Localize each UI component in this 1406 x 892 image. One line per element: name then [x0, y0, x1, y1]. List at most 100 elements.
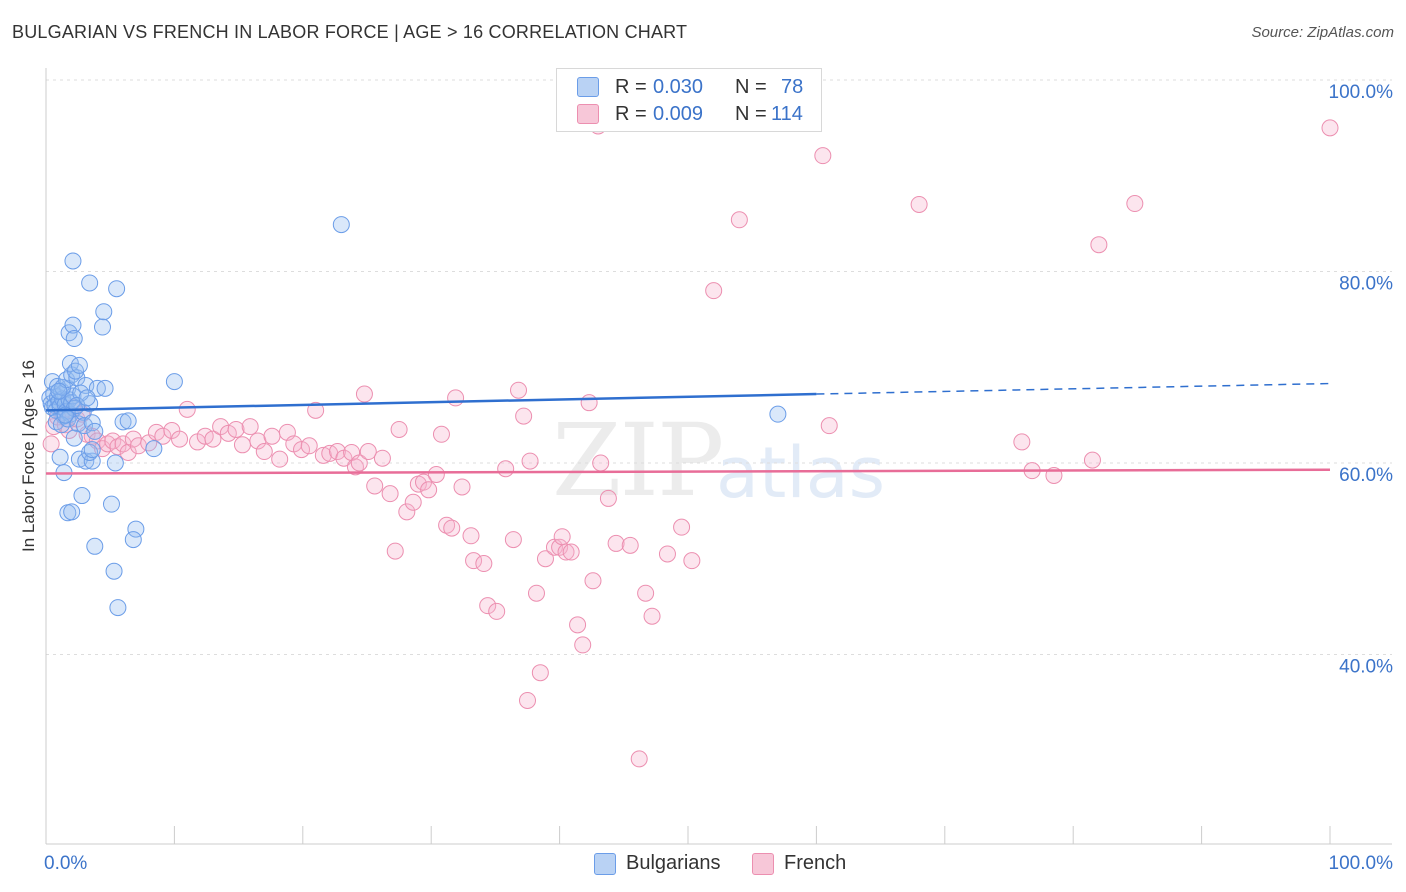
source-label: Source: ZipAtlas.com: [1251, 24, 1394, 41]
bulgarian-point: [81, 274, 99, 292]
chart-title: BULGARIAN VS FRENCH IN LABOR FORCE | AGE…: [12, 22, 688, 42]
french-point: [447, 389, 465, 407]
legend-bulgarians[interactable]: Bulgarians: [594, 852, 721, 875]
french-point: [519, 691, 536, 709]
french-point: [390, 420, 408, 438]
bulgarian-point: [73, 487, 91, 505]
french-swatch: [577, 104, 599, 124]
french-point: [658, 545, 676, 563]
french-point: [293, 441, 311, 459]
french-point: [479, 597, 497, 615]
french-point: [643, 607, 661, 625]
french-point: [359, 443, 377, 461]
french-point: [119, 443, 137, 461]
french-point: [553, 528, 571, 546]
watermark-zip: ZIP: [552, 402, 724, 519]
x-tick-label: 0.0%: [44, 853, 87, 874]
french-point: [574, 636, 592, 654]
french-point: [510, 381, 528, 399]
legend-row-french: R = 0.009 N = 114: [577, 102, 803, 126]
french-point: [271, 450, 289, 468]
bulgarian-point: [78, 389, 96, 407]
french-point: [328, 443, 346, 461]
bulgarian-point: [52, 416, 70, 434]
bulgarian-point: [65, 330, 83, 348]
french-point: [1126, 195, 1144, 213]
bulgarian-point: [64, 316, 82, 334]
french-point: [1321, 119, 1339, 137]
french-point: [637, 584, 655, 602]
bulgarian-point: [86, 537, 104, 555]
french-point: [592, 454, 610, 472]
french-point: [355, 385, 373, 403]
french-point: [557, 543, 575, 561]
y-axis-label: In Labor Force | Age > 16: [19, 359, 38, 553]
french-point: [233, 436, 251, 454]
n-value: 78: [781, 75, 804, 98]
french-point: [227, 420, 245, 438]
french-point: [504, 531, 522, 549]
bulgarian-point: [165, 373, 183, 391]
french-point: [219, 424, 237, 442]
french-point: [820, 417, 838, 435]
french-point: [171, 430, 189, 448]
bulgarian-point: [81, 443, 99, 461]
french-point: [300, 437, 318, 455]
legend-french[interactable]: French: [752, 852, 846, 875]
french-point: [398, 503, 416, 521]
french-point: [580, 394, 598, 412]
bulgarian-point: [83, 441, 101, 459]
french-point: [497, 460, 515, 478]
bulgarian-point: [43, 373, 61, 391]
bulgarian-point: [70, 450, 88, 468]
bulgarian-point: [50, 382, 68, 400]
r-label: R =: [615, 102, 647, 125]
french-point: [1013, 433, 1031, 451]
bulgarian-point: [127, 520, 145, 538]
y-tick-label: 40.0%: [1339, 657, 1393, 678]
french-point: [531, 664, 549, 682]
french-point: [204, 430, 222, 448]
french-point: [255, 443, 273, 461]
french-point: [453, 478, 471, 496]
bulgarians-trend-line: [45, 392, 817, 412]
bulgarian-point: [109, 599, 127, 617]
bulgarian-point: [124, 531, 142, 549]
french-trend-line: [45, 468, 1331, 475]
french-point: [432, 425, 450, 443]
french-point: [527, 584, 545, 602]
french-point: [536, 550, 554, 568]
bulgarians-legend-label: Bulgarians: [626, 852, 721, 874]
r-value: 0.009: [653, 102, 704, 125]
french-point: [814, 147, 832, 165]
french-point: [683, 552, 701, 570]
n-label: N =: [735, 102, 767, 125]
bulgarian-point: [93, 318, 111, 336]
french-point: [673, 518, 691, 536]
y-tick-label: 60.0%: [1339, 465, 1393, 486]
bulgarian-point: [332, 216, 350, 234]
n-value: 114: [771, 102, 803, 125]
bulgarians-swatch: [577, 77, 599, 97]
french-point: [630, 750, 648, 768]
french-point: [607, 534, 625, 552]
bulgarian-point: [106, 454, 124, 472]
french-point: [705, 282, 723, 300]
bulgarian-point: [105, 562, 123, 580]
french-point: [562, 543, 580, 561]
french-point: [99, 435, 117, 453]
bulgarians-legend-swatch: [594, 852, 616, 875]
r-label: R =: [615, 75, 647, 98]
y-tick-label: 80.0%: [1339, 274, 1393, 295]
french-point: [314, 446, 332, 464]
stats-legend: R = 0.030 N = 78 R = 0.009 N = 114: [556, 68, 822, 132]
french-point: [404, 493, 422, 511]
french-point: [730, 211, 748, 229]
french-point: [381, 485, 399, 503]
french-point: [521, 452, 539, 470]
french-point: [427, 465, 445, 483]
bulgarian-point: [108, 280, 126, 298]
french-point: [109, 438, 127, 456]
bulgarian-point: [65, 429, 83, 447]
